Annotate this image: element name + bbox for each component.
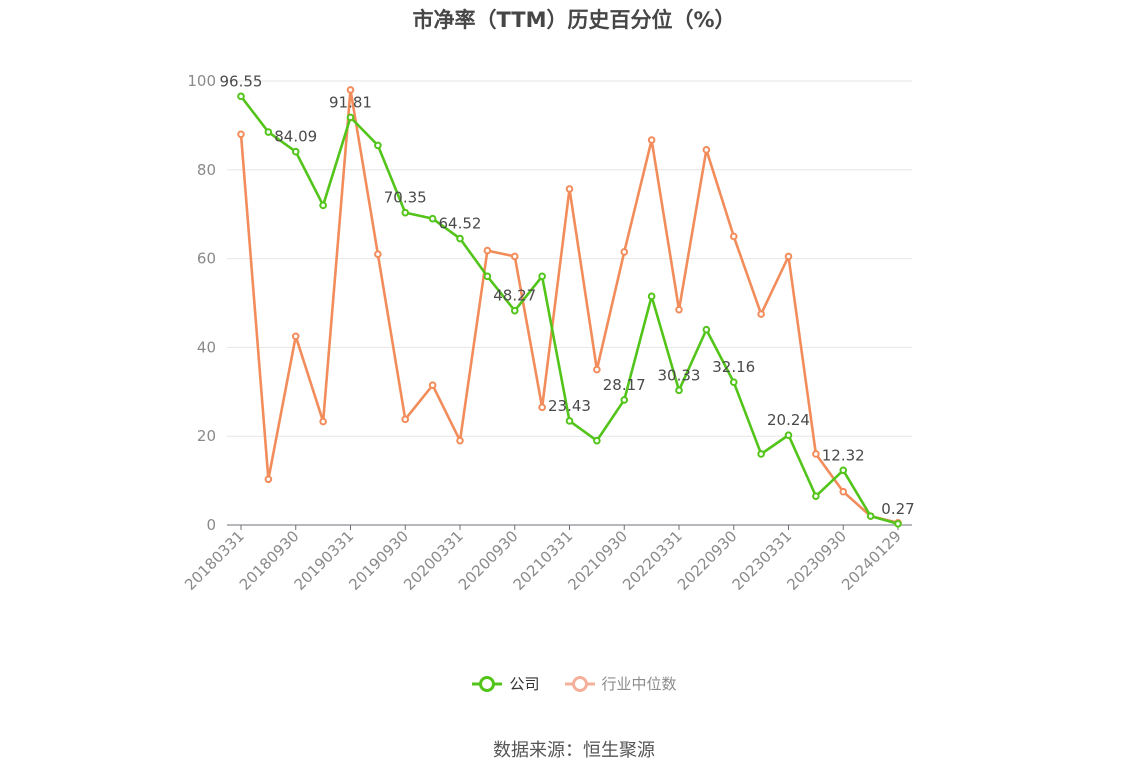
legend-item-company[interactable]: 公司 <box>471 673 540 694</box>
industry-point <box>346 86 355 94</box>
company-data-label: 12.32 <box>822 446 865 464</box>
company-data-label: 96.55 <box>220 72 263 90</box>
industry-point <box>784 252 793 261</box>
company-point <box>346 113 355 122</box>
industry-point <box>538 403 546 412</box>
legend-industry-label: 行业中位数 <box>601 675 677 693</box>
company-point <box>894 520 902 528</box>
company-point <box>757 450 765 458</box>
company-data-label: 64.52 <box>439 215 482 233</box>
grid-lines <box>227 80 912 437</box>
company-point <box>812 492 820 500</box>
legend: 公司 行业中位数 <box>0 673 1148 694</box>
company-data-label: 28.17 <box>603 376 646 394</box>
chart-title: 市净率（TTM）历史百分位（%） <box>412 8 736 32</box>
company-point <box>784 431 793 439</box>
company-point <box>401 208 410 217</box>
y-tick-label: 80 <box>197 161 216 179</box>
industry-point <box>510 252 519 261</box>
axes: 0204060801002018033120180930201903312019… <box>181 72 912 594</box>
industry-point <box>428 381 437 389</box>
industry-point <box>374 250 382 258</box>
company-point <box>264 128 273 136</box>
company-data-label: 48.27 <box>493 287 536 305</box>
company-point <box>620 396 629 404</box>
company-point <box>291 147 300 156</box>
industry-point <box>729 232 738 241</box>
y-tick-label: 20 <box>197 427 216 445</box>
industry-point <box>839 487 848 496</box>
industry-point <box>647 136 656 144</box>
y-tick-label: 0 <box>206 516 216 534</box>
industry-point <box>702 146 711 154</box>
company-data-label: 0.27 <box>881 500 914 518</box>
company-point <box>647 292 656 301</box>
company-point <box>538 272 546 281</box>
y-tick-label: 40 <box>197 338 216 356</box>
series-layer <box>237 86 902 528</box>
company-point <box>839 466 848 475</box>
legend-industry-marker-icon <box>564 675 595 692</box>
company-data-label: 20.24 <box>767 411 810 429</box>
x-tick-label: 20240129 <box>838 527 905 594</box>
legend-company-label: 公司 <box>509 675 540 693</box>
company-point <box>374 141 382 150</box>
company-point <box>456 234 464 243</box>
industry-point <box>757 310 765 318</box>
company-data-label: 70.35 <box>384 189 427 207</box>
industry-point <box>291 332 300 341</box>
company-point <box>319 201 327 210</box>
company-data-label: 30.33 <box>658 366 701 384</box>
line-chart: 0204060801002018033120180930201903312019… <box>181 72 915 594</box>
company-point <box>866 512 875 520</box>
company-point <box>565 417 574 425</box>
industry-point <box>593 365 601 374</box>
data-source-note: 数据来源：恒生聚源 <box>493 740 655 761</box>
industry-point <box>812 450 820 458</box>
industry-point <box>237 130 245 139</box>
data-labels: 96.55 84.09 91.81 70.35 64.52 48.27 23.43 28.17… <box>220 72 915 517</box>
industry-point <box>456 436 464 445</box>
industry-point <box>620 248 629 256</box>
legend-item-industry[interactable]: 行业中位数 <box>564 673 677 694</box>
y-tick-label: 100 <box>187 72 216 90</box>
company-point <box>510 306 519 315</box>
company-point <box>237 92 245 101</box>
company-point <box>483 272 492 281</box>
industry-point <box>401 415 410 424</box>
company-data-label: 84.09 <box>274 128 317 146</box>
company-point <box>702 325 711 334</box>
y-tick-label: 60 <box>197 250 216 268</box>
industry-point <box>264 475 273 484</box>
company-data-label: 32.16 <box>712 358 755 376</box>
company-series-line <box>239 95 899 526</box>
industry-point <box>483 246 492 255</box>
industry-point <box>319 417 327 426</box>
industry-point <box>565 185 574 193</box>
company-data-label: 23.43 <box>548 397 591 415</box>
company-point <box>428 214 437 223</box>
company-point <box>593 436 601 445</box>
company-point <box>675 386 683 395</box>
legend-company-marker-icon <box>472 675 503 692</box>
company-point <box>729 378 738 387</box>
company-data-label: 91.81 <box>329 93 372 111</box>
industry-point <box>675 305 683 314</box>
